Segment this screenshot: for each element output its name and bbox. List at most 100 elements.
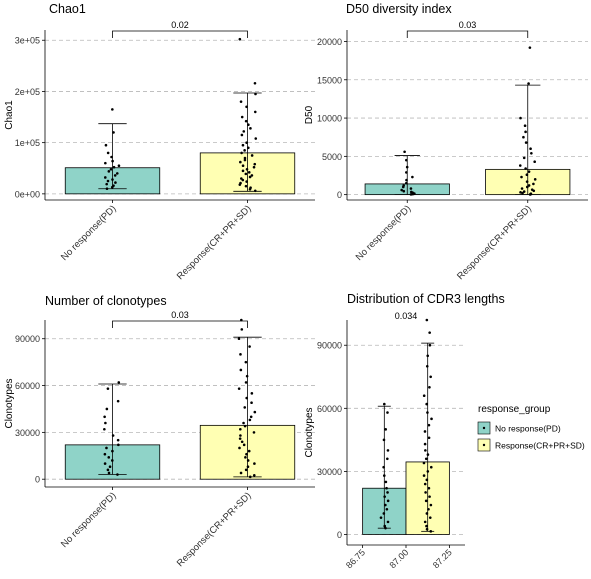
y-axis-label: D50 bbox=[304, 105, 315, 124]
data-point bbox=[239, 368, 243, 372]
data-point bbox=[422, 474, 426, 477]
data-point bbox=[248, 475, 252, 479]
data-point bbox=[519, 191, 522, 194]
data-point bbox=[108, 465, 112, 469]
data-point bbox=[527, 184, 531, 187]
data-point bbox=[115, 172, 119, 175]
data-point bbox=[382, 512, 386, 515]
data-point bbox=[428, 331, 431, 334]
data-point bbox=[386, 449, 390, 452]
data-point bbox=[117, 443, 120, 447]
y-tick-label: 0 bbox=[337, 530, 342, 540]
significance-bracket bbox=[406, 30, 529, 38]
data-point bbox=[107, 456, 111, 459]
data-point bbox=[403, 150, 406, 154]
data-point bbox=[244, 172, 248, 176]
p-value-label: 0.03 bbox=[171, 310, 189, 320]
data-point bbox=[422, 461, 426, 465]
data-point bbox=[246, 465, 250, 469]
data-point bbox=[424, 491, 427, 494]
data-point bbox=[250, 154, 254, 157]
data-point bbox=[243, 406, 247, 409]
data-point bbox=[523, 124, 527, 128]
x-tick-label: 86.75 bbox=[344, 547, 367, 570]
data-point bbox=[528, 46, 532, 49]
data-point bbox=[245, 396, 248, 400]
chart-title: D50 diversity index bbox=[346, 2, 452, 16]
data-point bbox=[113, 174, 117, 177]
p-value-label: 0.02 bbox=[171, 20, 189, 30]
significance-bracket bbox=[112, 320, 248, 328]
data-point bbox=[252, 473, 256, 477]
y-tick-label: 20000 bbox=[317, 37, 342, 47]
y-tick-label: 60000 bbox=[317, 404, 342, 414]
data-point bbox=[409, 187, 413, 190]
data-point bbox=[385, 507, 389, 511]
x-tick-label: Response(CR+PR+SD) bbox=[175, 203, 254, 282]
data-point bbox=[522, 135, 525, 139]
data-point bbox=[422, 394, 426, 398]
data-point bbox=[424, 449, 427, 452]
y-tick-label: 5000 bbox=[322, 152, 342, 162]
data-point bbox=[248, 175, 252, 179]
x-tick-label: No response(PD) bbox=[59, 490, 119, 550]
data-point bbox=[524, 141, 528, 144]
y-tick-label: 0 bbox=[337, 190, 342, 200]
data-point bbox=[112, 131, 115, 134]
data-point bbox=[253, 410, 257, 414]
data-point bbox=[382, 402, 386, 406]
data-point bbox=[114, 181, 117, 184]
data-point bbox=[245, 167, 249, 171]
data-point bbox=[241, 143, 245, 147]
data-point bbox=[428, 343, 432, 347]
data-point bbox=[525, 173, 529, 177]
data-point bbox=[386, 411, 389, 414]
data-point bbox=[528, 193, 532, 196]
x-tick-label: Response(CR+PR+SD) bbox=[175, 490, 254, 569]
panel-cdr3: Distribution of CDR3 lengths 0 30000 60000 9… bbox=[304, 292, 585, 570]
p-value-label: 0.03 bbox=[459, 20, 477, 30]
x-tick-label: 87.00 bbox=[387, 547, 410, 570]
data-point bbox=[250, 392, 254, 395]
data-point bbox=[525, 180, 529, 183]
data-point bbox=[400, 188, 403, 192]
data-point bbox=[243, 149, 246, 152]
data-point bbox=[524, 130, 527, 134]
data-point bbox=[105, 187, 109, 191]
x-tick-label: 87.25 bbox=[431, 547, 454, 570]
data-point bbox=[425, 512, 429, 515]
data-point bbox=[111, 159, 114, 163]
data-point bbox=[243, 158, 247, 162]
data-point bbox=[518, 164, 522, 167]
data-point bbox=[384, 428, 387, 431]
data-point bbox=[425, 527, 429, 531]
data-point bbox=[241, 178, 245, 182]
data-point bbox=[426, 453, 430, 456]
data-point bbox=[425, 402, 428, 406]
data-point bbox=[532, 189, 536, 193]
data-point bbox=[425, 318, 429, 322]
data-point bbox=[429, 465, 433, 469]
data-point bbox=[529, 147, 532, 150]
data-point bbox=[245, 374, 249, 378]
data-point bbox=[245, 105, 248, 109]
data-point bbox=[111, 459, 114, 462]
significance-bracket bbox=[112, 30, 248, 38]
data-point bbox=[405, 171, 408, 174]
legend: response_group No response(PD) Response(CR… bbox=[477, 404, 585, 452]
data-point bbox=[105, 182, 108, 186]
data-point bbox=[249, 127, 252, 130]
data-point bbox=[253, 462, 256, 465]
data-point bbox=[520, 187, 524, 190]
y-tick-label: 60000 bbox=[15, 381, 40, 391]
legend-point bbox=[482, 426, 486, 430]
data-point bbox=[111, 449, 114, 453]
data-point bbox=[252, 431, 256, 434]
data-point bbox=[107, 471, 111, 475]
data-point bbox=[238, 183, 242, 186]
data-point bbox=[426, 411, 429, 414]
data-point bbox=[254, 92, 257, 96]
data-point bbox=[386, 499, 390, 503]
data-point bbox=[429, 503, 433, 507]
data-point bbox=[248, 418, 252, 422]
